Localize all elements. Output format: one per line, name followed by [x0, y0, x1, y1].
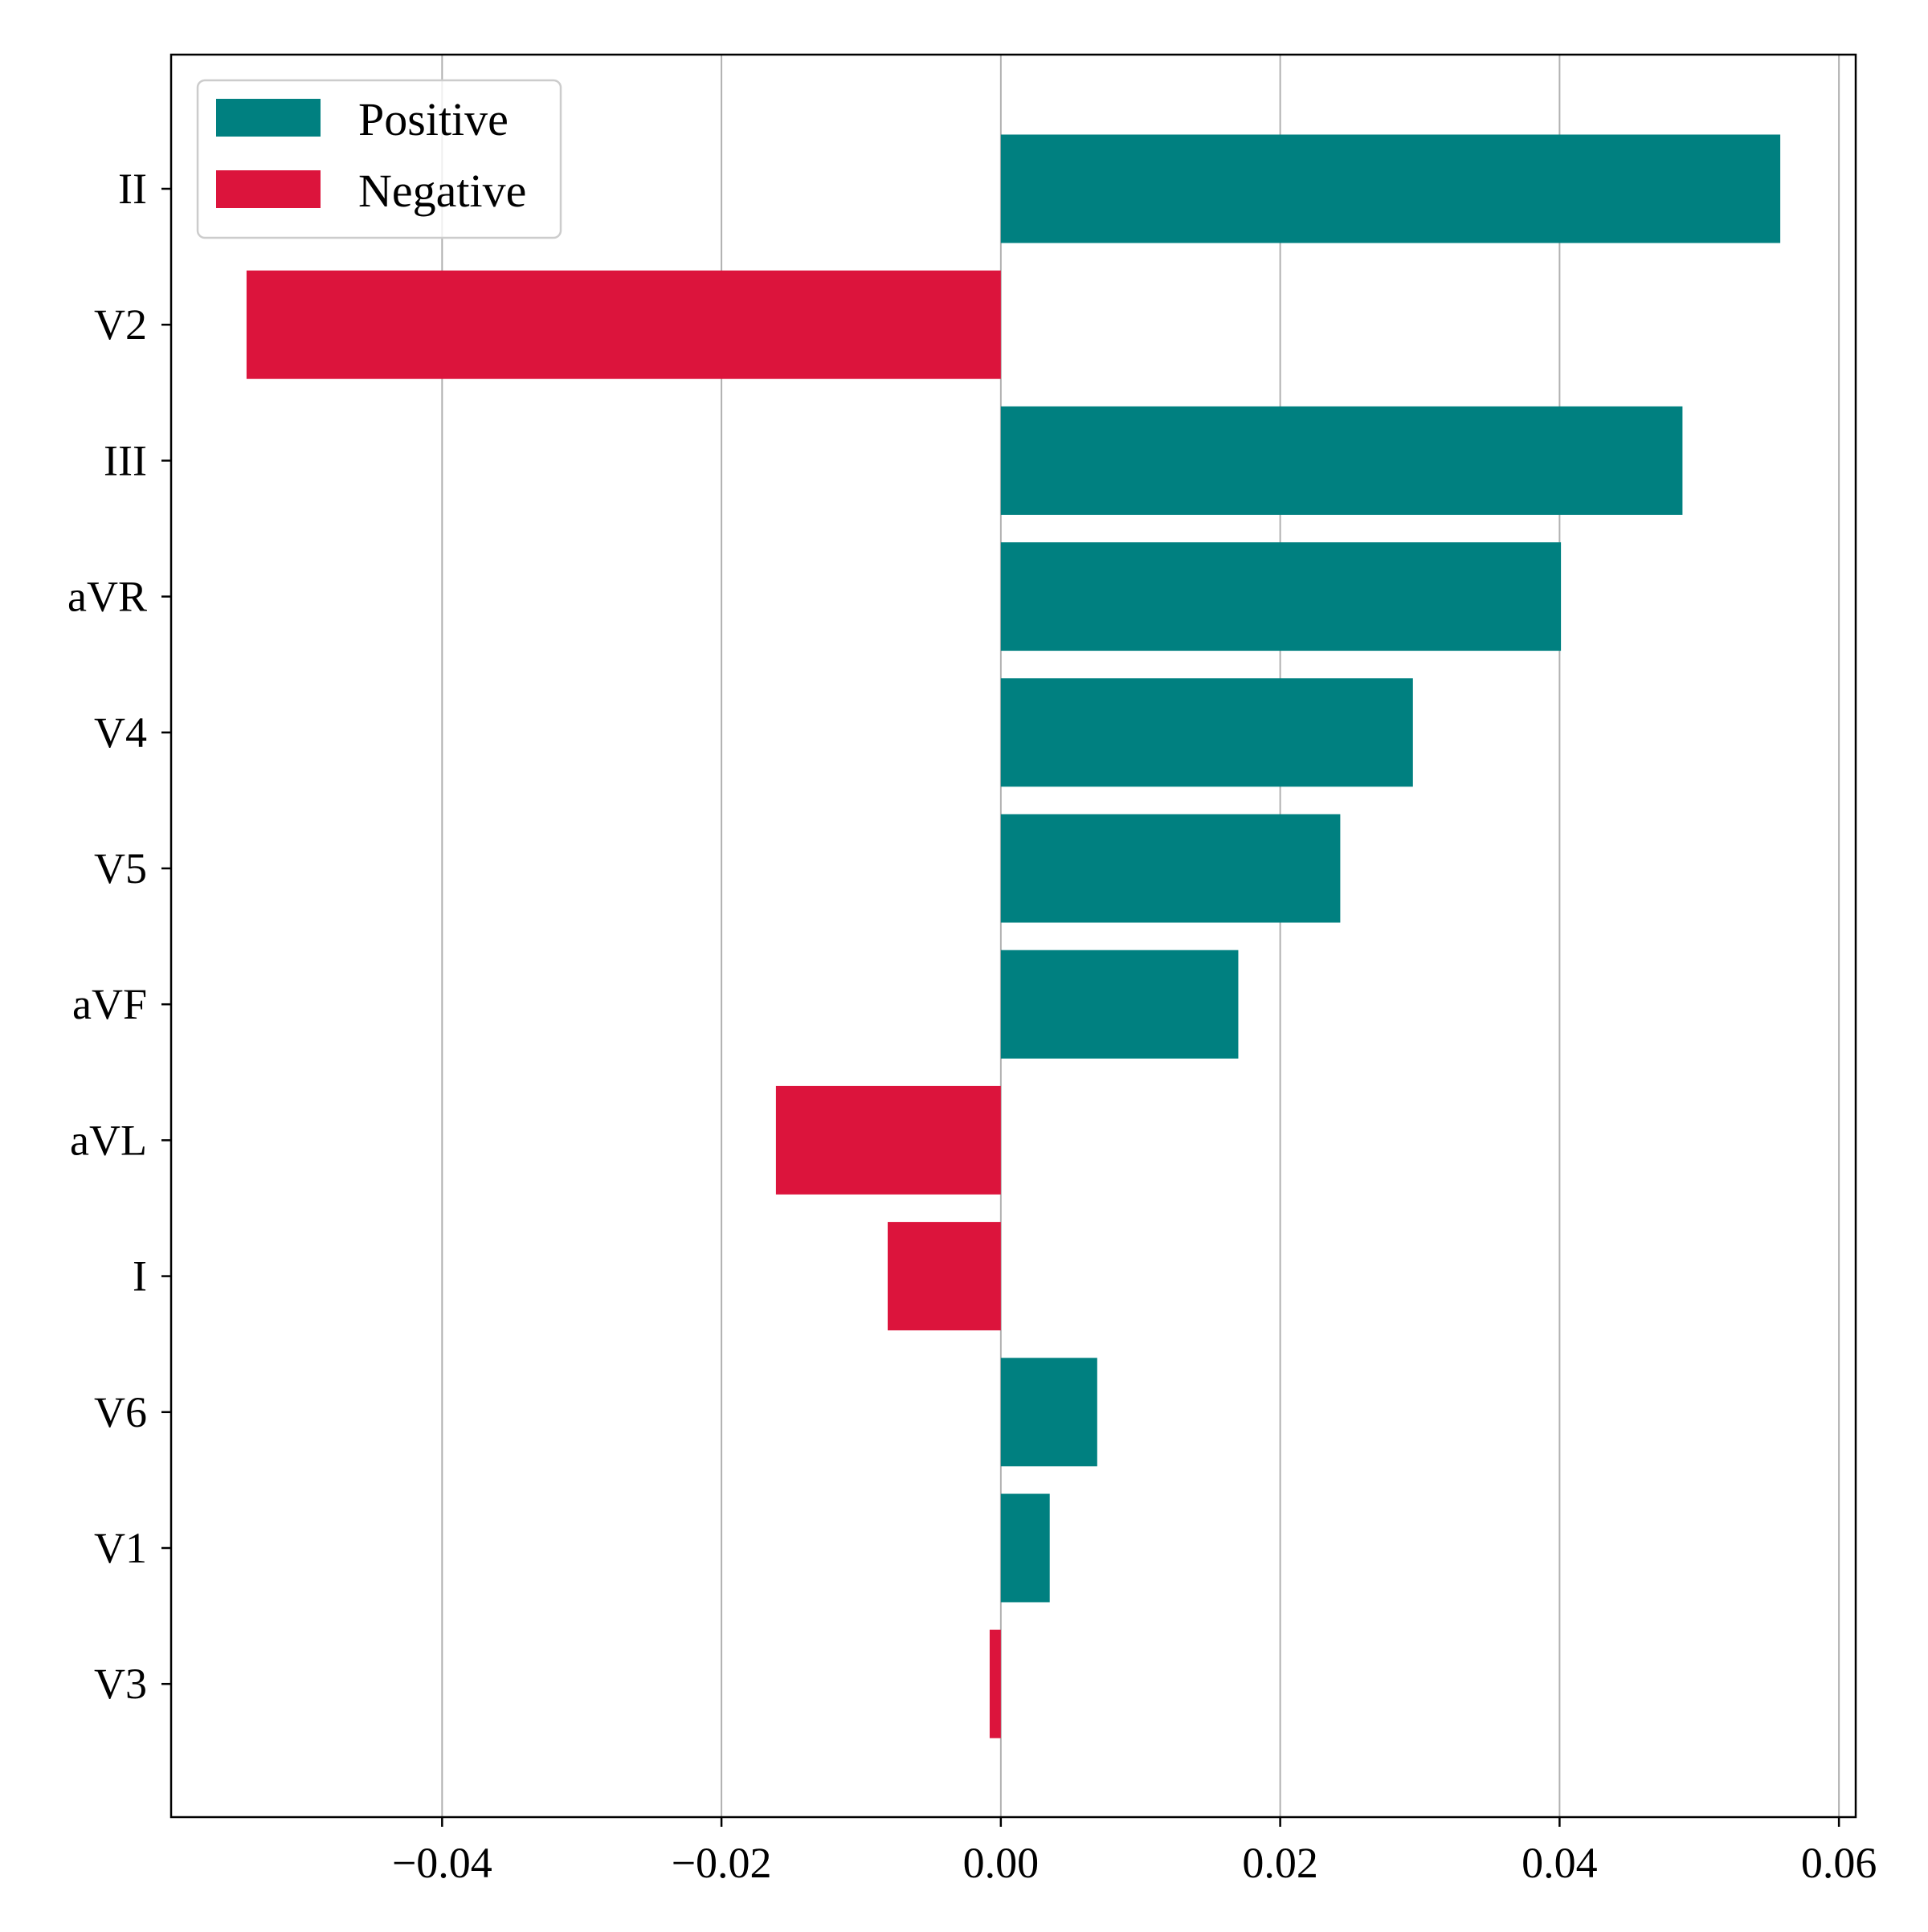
y-tick-label-v5: V5 — [94, 844, 147, 892]
x-tick-label: −0.04 — [392, 1839, 492, 1887]
y-tick-label-v6: V6 — [94, 1388, 147, 1436]
legend-swatch-negative — [216, 170, 321, 208]
bar-iii — [1000, 406, 1683, 515]
bar-ii — [1000, 134, 1781, 243]
axes-layer — [170, 53, 1857, 1819]
bar-v6 — [1000, 1358, 1097, 1467]
bar-v2 — [246, 270, 1001, 379]
y-tick-label-v3: V3 — [94, 1660, 147, 1708]
y-tick-label-v4: V4 — [94, 709, 147, 757]
bar-v1 — [1000, 1493, 1050, 1603]
bar-avl — [775, 1085, 1001, 1195]
bar-v5 — [1000, 814, 1341, 923]
x-tick-label: −0.02 — [672, 1839, 772, 1887]
x-tick-label: 0.02 — [1242, 1839, 1318, 1887]
x-tick-label: 0.00 — [963, 1839, 1040, 1887]
plot-frame — [170, 53, 1857, 1819]
bars-layer — [246, 134, 1781, 1738]
bar-v4 — [1000, 678, 1413, 787]
y-tick-label-ii: II — [118, 165, 147, 213]
ticks-layer: −0.04 −0.02 0.00 0.02 0.04 0.06 II V2 III aVR V4 V5… — [67, 165, 1877, 1887]
legend: Positive Negative — [196, 79, 562, 239]
legend-label-negative: Negative — [358, 165, 526, 217]
y-tick-label-avl: aVL — [70, 1116, 147, 1164]
y-tick-label-avr: aVR — [67, 573, 147, 621]
x-tick-label: 0.04 — [1522, 1839, 1598, 1887]
bar-avr — [1000, 542, 1562, 651]
y-tick-label-i: I — [133, 1252, 147, 1301]
bar-avf — [1000, 950, 1239, 1059]
y-tick-label-avf: aVF — [72, 980, 147, 1028]
y-tick-label-v2: V2 — [94, 300, 147, 349]
y-tick-label-iii: III — [104, 436, 147, 484]
y-tick-label-v1: V1 — [94, 1524, 147, 1572]
legend-label-positive: Positive — [358, 93, 509, 145]
bar-v3 — [989, 1629, 1001, 1738]
legend-swatch-positive — [216, 99, 321, 137]
x-tick-label: 0.06 — [1801, 1839, 1877, 1887]
bar-i — [888, 1222, 1001, 1331]
